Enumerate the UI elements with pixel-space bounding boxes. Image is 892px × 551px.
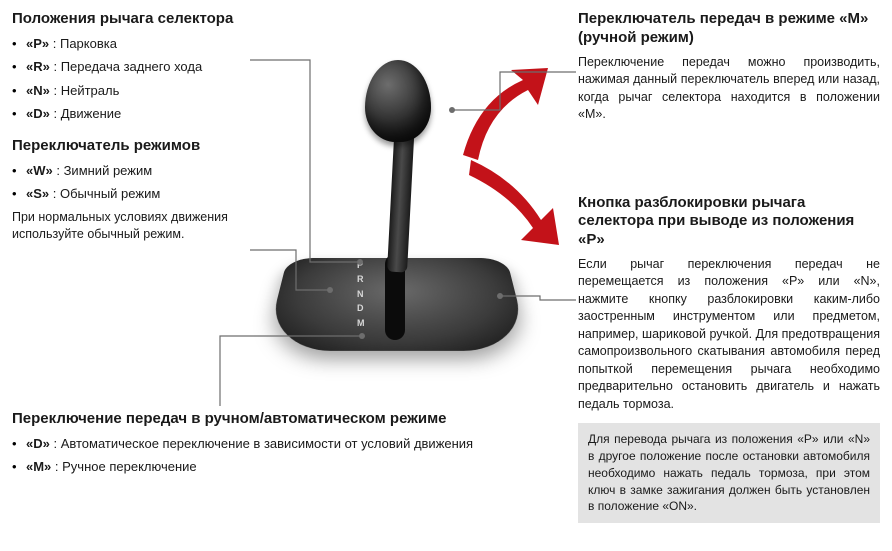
- pointer-dot: [327, 287, 333, 293]
- left-column: Положения рычага селектора «P» : Парковк…: [12, 10, 262, 257]
- gear-knob: [365, 60, 431, 142]
- list-item: «S» : Обычный режим: [12, 185, 262, 203]
- gear-marks: P R N D M: [357, 258, 365, 330]
- manual-mode-body: Переключение передач можно производить, …: [578, 54, 880, 124]
- list-item: «P» : Парковка: [12, 35, 262, 53]
- gear-stick: [387, 122, 415, 273]
- unlock-hint: Для перевода рычага из положения «P» или…: [578, 423, 880, 523]
- list-item: «N» : Нейтраль: [12, 82, 262, 100]
- manual-auto-title: Переключение передач в ручном/автоматиче…: [12, 410, 482, 429]
- list-item: «D» : Движение: [12, 105, 262, 123]
- list-item: «D» : Автоматическое переключение в зави…: [12, 435, 482, 453]
- manual-auto-section: Переключение передач в ручном/автоматиче…: [12, 410, 482, 482]
- gear-shift-illustration: P R N D M: [257, 20, 577, 380]
- manual-mode-section: Переключатель передач в режиме «M» (ручн…: [578, 10, 880, 124]
- page: Положения рычага селектора «P» : Парковк…: [0, 0, 892, 551]
- selector-positions-section: Положения рычага селектора «P» : Парковк…: [12, 10, 262, 123]
- right-column: Переключатель передач в режиме «M» (ручн…: [578, 10, 880, 537]
- unlock-body: Если рычаг переключения передач не перем…: [578, 256, 880, 414]
- unlock-title: Кнопка разблокировки рычага селектора пр…: [578, 194, 880, 250]
- mode-switch-title: Переключатель режимов: [12, 137, 262, 156]
- mode-switch-list: «W» : Зимний режим «S» : Обычный режим: [12, 162, 262, 203]
- arrow-back-icon: [461, 150, 571, 250]
- list-item: «W» : Зимний режим: [12, 162, 262, 180]
- mode-switch-section: Переключатель режимов «W» : Зимний режим…: [12, 137, 262, 243]
- unlock-section: Кнопка разблокировки рычага селектора пр…: [578, 194, 880, 524]
- pointer-dot: [497, 293, 503, 299]
- mode-switch-note: При нормальных условиях движения использ…: [12, 209, 262, 243]
- list-item: «M» : Ручное переключение: [12, 458, 482, 476]
- list-item: «R» : Передача заднего хода: [12, 58, 262, 76]
- manual-mode-title: Переключатель передач в режиме «M» (ручн…: [578, 10, 880, 48]
- manual-auto-list: «D» : Автоматическое переключение в зави…: [12, 435, 482, 476]
- pointer-dot: [359, 333, 365, 339]
- selector-positions-list: «P» : Парковка «R» : Передача заднего хо…: [12, 35, 262, 123]
- pointer-dot: [449, 107, 455, 113]
- pointer-dot: [357, 259, 363, 265]
- selector-positions-title: Положения рычага селектора: [12, 10, 262, 29]
